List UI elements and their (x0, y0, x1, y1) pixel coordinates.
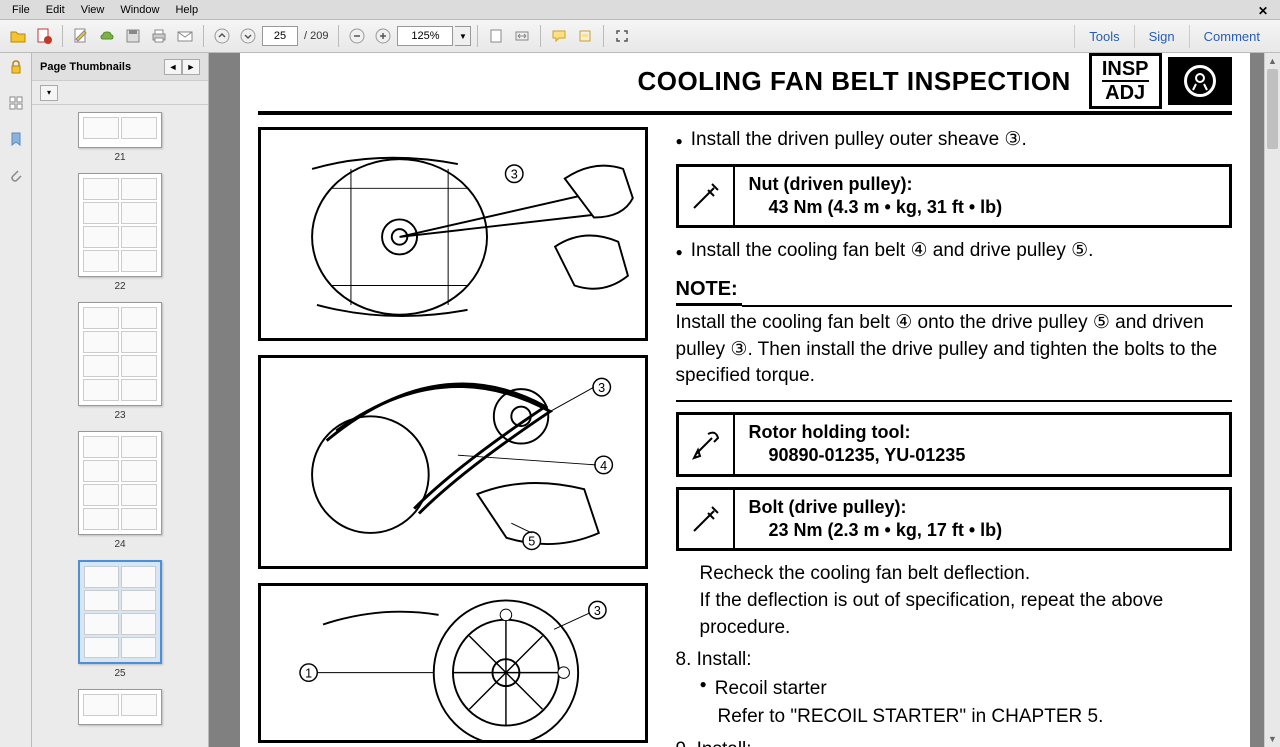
svg-text:3: 3 (510, 168, 517, 182)
create-pdf-icon[interactable] (32, 24, 56, 48)
page-number-input[interactable] (262, 26, 298, 46)
attachment-icon[interactable] (6, 165, 26, 185)
page-down-icon[interactable] (236, 24, 260, 48)
thumbnail-number: 21 (114, 152, 125, 163)
diagram-1: 3 (258, 127, 648, 341)
torque-icon (679, 490, 735, 549)
thumbnail-number: 25 (114, 668, 125, 679)
thumbnail-number: 24 (114, 539, 125, 550)
svg-text:1: 1 (305, 666, 312, 680)
fit-width-icon[interactable] (510, 24, 534, 48)
tab-comment[interactable]: Comment (1189, 25, 1274, 48)
thumb-options-icon[interactable]: ▾ (40, 85, 58, 101)
torque-icon (679, 167, 735, 226)
thumbnail-number: 22 (114, 281, 125, 292)
thumbnail-page[interactable]: 25 (32, 560, 208, 679)
svg-text:3: 3 (593, 604, 600, 618)
close-button[interactable]: ✕ (1250, 2, 1276, 20)
step-9: 9. Install: (676, 737, 1232, 747)
document-view[interactable]: COOLING FAN BELT INSPECTION INSP ADJ (209, 53, 1280, 747)
svg-text:4: 4 (600, 459, 607, 473)
recheck-2: If the deflection is out of specificatio… (700, 588, 1232, 641)
thumbnail-page[interactable]: 24 (32, 431, 208, 550)
lock-icon[interactable] (6, 57, 26, 77)
page-up-icon[interactable] (210, 24, 234, 48)
edit-icon[interactable] (69, 24, 93, 48)
scroll-thumb[interactable] (1267, 69, 1278, 149)
note-label: NOTE: (676, 275, 742, 306)
thumbnail-page[interactable] (32, 689, 208, 729)
menu-file[interactable]: File (4, 2, 38, 18)
svg-text:5: 5 (528, 535, 535, 549)
diagram-2: 3 4 5 (258, 355, 648, 569)
zoom-out-icon[interactable] (345, 24, 369, 48)
scroll-down-icon[interactable]: ▼ (1265, 731, 1280, 747)
scroll-up-icon[interactable]: ▲ (1265, 53, 1280, 69)
menu-view[interactable]: View (73, 2, 113, 18)
menu-help[interactable]: Help (167, 2, 206, 18)
page-title: COOLING FAN BELT INSPECTION (637, 66, 1070, 97)
spec-rotor-tool: Rotor holding tool: 90890-01235, YU-0123… (676, 412, 1232, 477)
open-icon[interactable] (6, 24, 30, 48)
zoom-in-icon[interactable] (371, 24, 395, 48)
thumbnails-panel: Page Thumbnails ◄ ► ▾ 21 22 23 24 25 (32, 53, 209, 747)
diagram-3: 1 3 (258, 583, 648, 743)
recheck-1: Recheck the cooling fan belt deflection. (700, 561, 1232, 588)
thumbnail-number: 23 (114, 410, 125, 421)
text-install-belt: Install the cooling fan belt ④ and drive… (691, 238, 1094, 265)
thumb-prev-icon[interactable]: ◄ (164, 59, 182, 75)
tool-icon (679, 415, 735, 474)
page-content: COOLING FAN BELT INSPECTION INSP ADJ (240, 53, 1250, 747)
fit-page-icon[interactable] (484, 24, 508, 48)
comment-bubble-icon[interactable] (547, 24, 571, 48)
menu-bar: File Edit View Window Help ✕ (0, 0, 1280, 20)
thumbnails-icon[interactable] (6, 93, 26, 113)
header-badge-tool-icon (1168, 57, 1232, 105)
page-total-label: / 209 (304, 30, 328, 42)
spec-bolt: Bolt (drive pulley): 23 Nm (2.3 m • kg, … (676, 487, 1232, 552)
step-8: 8. Install: (676, 647, 1232, 674)
menu-edit[interactable]: Edit (38, 2, 73, 18)
note-body: Install the cooling fan belt ④ onto the … (676, 310, 1232, 402)
print-icon[interactable] (147, 24, 171, 48)
nav-rail (0, 53, 32, 747)
svg-text:3: 3 (598, 381, 605, 395)
save-icon[interactable] (121, 24, 145, 48)
tab-sign[interactable]: Sign (1134, 25, 1189, 48)
email-icon[interactable] (173, 24, 197, 48)
tab-tools[interactable]: Tools (1074, 25, 1133, 48)
menu-window[interactable]: Window (112, 2, 167, 18)
thumbnail-page[interactable]: 23 (32, 302, 208, 421)
fullscreen-icon[interactable] (610, 24, 634, 48)
thumbnail-page[interactable]: 22 (32, 173, 208, 292)
vertical-scrollbar[interactable]: ▲ ▼ (1264, 53, 1280, 747)
cloud-icon[interactable] (95, 24, 119, 48)
zoom-level[interactable]: 125% (397, 26, 453, 46)
step8-item1: Recoil starter (715, 676, 827, 703)
bookmark-icon[interactable] (6, 129, 26, 149)
thumbnails-title: Page Thumbnails (40, 61, 131, 73)
thumb-next-icon[interactable]: ► (182, 59, 200, 75)
step8-refer: Refer to "RECOIL STARTER" in CHAPTER 5. (718, 704, 1232, 731)
toolbar: / 209 125% ▼ Tools Sign Comment (0, 20, 1280, 53)
spec-nut: Nut (driven pulley): 43 Nm (4.3 m • kg, … (676, 164, 1232, 229)
text-install-driven-pulley: Install the driven pulley outer sheave ③… (691, 127, 1027, 154)
highlight-icon[interactable] (573, 24, 597, 48)
header-badge-insp: INSP ADJ (1089, 53, 1162, 109)
zoom-dropdown-icon[interactable]: ▼ (455, 26, 471, 46)
thumbnail-page[interactable]: 21 (32, 112, 208, 163)
